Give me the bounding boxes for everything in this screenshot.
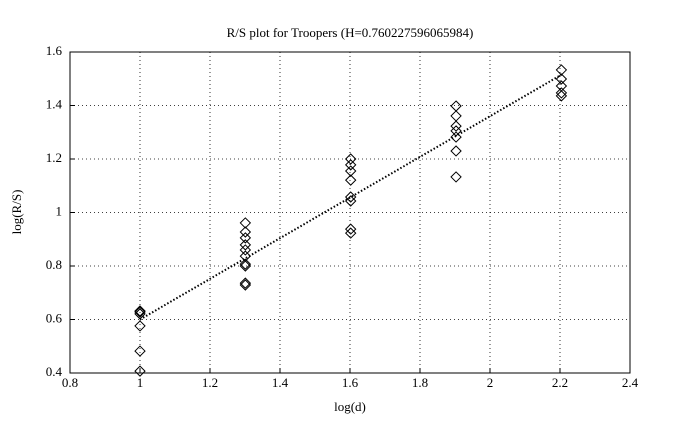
data-point [344, 165, 357, 177]
data-point [555, 90, 568, 102]
data-point [450, 120, 462, 132]
data-point [239, 277, 252, 289]
data-point [239, 260, 252, 272]
x-tick-label: 1.4 [272, 375, 289, 390]
x-tick-label: 0.8 [62, 375, 78, 390]
x-tick-label: 1.6 [342, 375, 359, 390]
data-point [555, 87, 568, 99]
data-point [344, 153, 357, 165]
data-point [344, 191, 357, 203]
data-point [344, 223, 357, 235]
chart-title: R/S plot for Troopers (H=0.7602275960659… [227, 25, 474, 40]
x-tick-label: 2.4 [622, 375, 639, 390]
data-point [450, 131, 462, 143]
data-point [239, 217, 252, 229]
fit-line [139, 73, 562, 321]
data-point [450, 125, 462, 137]
x-tick-label: 2 [487, 375, 494, 390]
y-axis-label: log(R/S) [9, 190, 24, 235]
data-point [450, 145, 462, 157]
data-point [344, 227, 357, 239]
x-axis-label: log(d) [334, 399, 366, 414]
y-tick-label: 1.4 [46, 96, 63, 111]
x-tick-label: 1 [137, 375, 144, 390]
y-tick-label: 0.4 [46, 364, 63, 379]
plot-frame [69, 51, 631, 374]
data-point [134, 365, 146, 377]
y-tick-label: 1.2 [46, 150, 62, 165]
data-point [344, 174, 357, 186]
data-point [239, 226, 252, 238]
y-tick-label: 0.8 [46, 257, 62, 272]
data-point [134, 320, 146, 332]
data-point [134, 305, 146, 317]
data-point [239, 244, 252, 256]
y-tick-label: 1.6 [46, 43, 63, 58]
data-point [344, 159, 357, 171]
data-point [134, 306, 146, 318]
data-point [239, 258, 252, 270]
data-point [239, 232, 252, 244]
x-tick-label: 1.8 [412, 375, 428, 390]
x-tick-label: 2.2 [552, 375, 568, 390]
data-point [239, 279, 252, 291]
y-tick-label: 1 [56, 203, 63, 218]
data-point [450, 171, 462, 183]
data-point [344, 195, 357, 207]
data-point [134, 345, 146, 357]
data-point [239, 239, 252, 251]
y-tick-label: 0.6 [46, 310, 63, 325]
x-tick-label: 1.2 [202, 375, 218, 390]
